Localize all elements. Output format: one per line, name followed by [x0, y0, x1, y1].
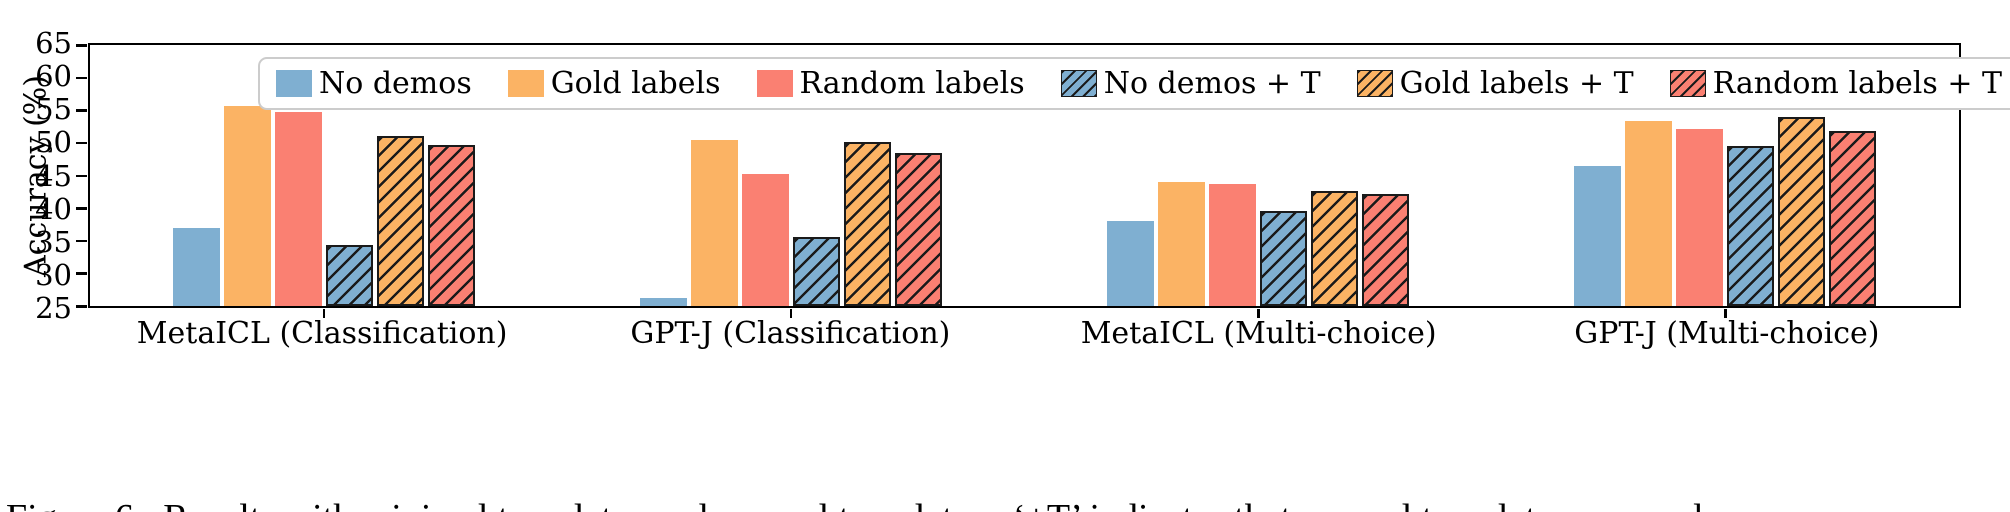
- x-category-label: GPT-J (Classification): [630, 316, 951, 351]
- bar: [792, 236, 840, 306]
- legend-item: No demos + T: [1060, 66, 1321, 101]
- legend-swatch: [1669, 70, 1706, 97]
- bar: [223, 105, 271, 306]
- y-tick-label: 50: [35, 125, 72, 160]
- bar: [639, 297, 687, 306]
- legend-item: Gold labels + T: [1356, 66, 1634, 101]
- y-tick-mark: [76, 76, 87, 80]
- bar: [1625, 121, 1673, 306]
- x-tick-mark: [1724, 309, 1727, 318]
- bar: [172, 227, 220, 306]
- bar: [1574, 165, 1622, 306]
- legend-item: Random labels + T: [1669, 66, 2003, 101]
- plot-area: No demos Gold labels Random labels No demos…: [76, 43, 2010, 318]
- x-tick-mark: [322, 309, 326, 318]
- x-axis-labels: MetaICL (Classification) GPT-J (Classific…: [88, 316, 1961, 351]
- figure-caption: Figure 6: Results with minimal templates…: [6, 376, 2006, 512]
- y-tick-mark: [76, 141, 87, 145]
- bar: [1107, 221, 1155, 306]
- bar: [741, 173, 789, 306]
- y-tick-mark: [76, 272, 87, 275]
- y-tick-mark: [76, 239, 87, 243]
- bar: [1158, 182, 1206, 306]
- legend-label: Gold labels: [550, 66, 721, 101]
- legend-swatch: [1060, 70, 1097, 97]
- y-tick-label: 60: [35, 59, 72, 94]
- x-tick-mark: [1257, 309, 1260, 318]
- bar: [376, 136, 424, 306]
- bar: [1260, 211, 1308, 306]
- y-tick-label: 55: [35, 92, 72, 127]
- bar-group: [557, 45, 1024, 306]
- x-category-label: GPT-J (Multi-choice): [1574, 316, 1880, 351]
- bar: [1778, 117, 1826, 306]
- bar: [1362, 194, 1410, 306]
- bar: [1829, 131, 1877, 306]
- y-tick-mark: [76, 174, 87, 177]
- legend-label: No demos: [319, 66, 472, 101]
- bar: [274, 111, 322, 306]
- bar: [1676, 128, 1724, 306]
- legend-swatch: [276, 70, 312, 97]
- bar-group: [1025, 45, 1492, 306]
- bar-group: [90, 45, 557, 306]
- x-category-label: MetaICL (Multi-choice): [1080, 316, 1437, 351]
- caption-line-1: Figure 6: Results with minimal templates…: [6, 490, 2006, 512]
- y-tick-label: 40: [35, 191, 72, 226]
- y-tick-mark: [76, 305, 87, 308]
- y-tick-mark: [76, 109, 87, 112]
- y-tick-mark: [76, 207, 87, 210]
- y-tick-label: 65: [35, 26, 72, 60]
- y-tick-mark: [76, 44, 87, 47]
- legend-label: Random labels + T: [1712, 66, 2003, 101]
- y-tick-label: 45: [35, 158, 72, 193]
- bar: [427, 144, 475, 306]
- legend-label: Random labels: [799, 66, 1025, 101]
- legend-swatch: [507, 70, 544, 97]
- bar: [843, 141, 891, 306]
- x-tick-mark: [789, 309, 793, 318]
- bar-groups: [90, 45, 1959, 306]
- legend: No demos Gold labels Random labels No demos…: [258, 57, 2010, 110]
- legend-item: Random labels: [756, 66, 1025, 101]
- legend-item: No demos: [276, 66, 472, 101]
- bar-group: [1492, 45, 1959, 306]
- bar: [1727, 145, 1775, 306]
- legend-label: No demos + T: [1103, 66, 1321, 101]
- legend-swatch: [1356, 70, 1393, 97]
- bar: [1209, 183, 1257, 306]
- y-tick-label: 25: [35, 291, 72, 325]
- legend-swatch: [756, 70, 793, 97]
- bar: [1311, 191, 1359, 306]
- x-category-label: MetaICL (Classification): [136, 316, 508, 351]
- bar: [894, 153, 942, 306]
- bar: [325, 244, 373, 306]
- bar: [690, 140, 738, 306]
- legend-item: Gold labels: [507, 66, 721, 101]
- legend-label: Gold labels + T: [1399, 66, 1634, 101]
- y-tick-label: 30: [35, 257, 72, 292]
- y-axis-tick-labels: 25 30 35 40 45 50 55 60 65: [0, 28, 72, 323]
- y-tick-label: 35: [35, 224, 72, 259]
